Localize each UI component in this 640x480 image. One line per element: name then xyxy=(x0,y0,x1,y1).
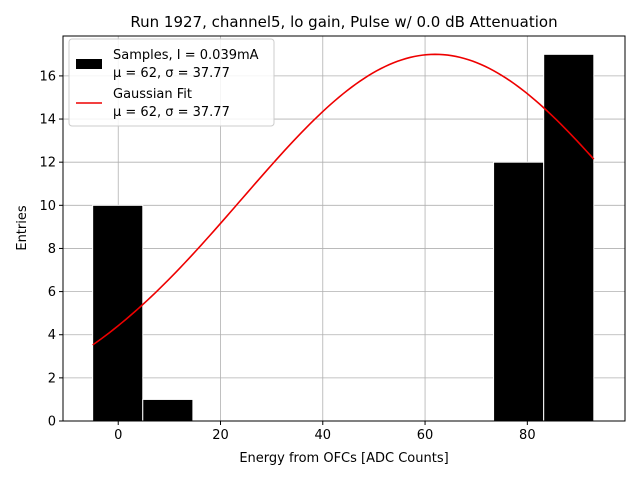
gaussian-fit xyxy=(92,53,595,346)
x-tick-label: 80 xyxy=(519,428,536,443)
legend: Samples, I = 0.039mA μ = 62, σ = 37.77 G… xyxy=(68,38,275,127)
x-tick-label: 40 xyxy=(315,428,332,443)
x-tick-label: 0 xyxy=(114,428,122,443)
y-tick-label: 8 xyxy=(48,242,56,257)
x-tick-label: 20 xyxy=(212,428,229,443)
legend-box xyxy=(68,38,275,127)
legend-label-fit: Gaussian Fit xyxy=(113,87,192,102)
y-tick-label: 0 xyxy=(48,415,56,430)
legend-stats-samples: μ = 62, σ = 37.77 xyxy=(113,66,230,81)
chart-title: Run 1927, channel5, lo gain, Pulse w/ 0.… xyxy=(130,13,557,31)
histogram-bar xyxy=(493,161,545,422)
fit-curve xyxy=(92,53,595,346)
histogram-bar xyxy=(142,398,194,422)
y-tick-label: 16 xyxy=(39,69,56,84)
legend-swatch-samples xyxy=(76,59,102,69)
y-tick-label: 6 xyxy=(48,285,56,300)
x-tick-label: 60 xyxy=(417,428,434,443)
y-tick-label: 4 xyxy=(48,328,56,343)
y-tick-label: 12 xyxy=(39,156,56,171)
histogram-bar xyxy=(92,204,144,422)
y-axis: 0 2 4 6 8 10 12 14 16 xyxy=(39,69,63,430)
plot-area xyxy=(62,35,626,422)
legend-label-samples: Samples, I = 0.039mA xyxy=(113,48,259,63)
axes-frame xyxy=(62,35,626,422)
y-tick-label: 10 xyxy=(39,199,56,214)
x-axis-label: Energy from OFCs [ADC Counts] xyxy=(239,451,448,466)
histogram-bar xyxy=(543,53,595,422)
legend-stats-fit: μ = 62, σ = 37.77 xyxy=(113,105,230,120)
y-tick-label: 14 xyxy=(39,113,56,128)
y-tick-label: 2 xyxy=(48,371,56,386)
y-axis-label: Entries xyxy=(15,205,30,251)
x-axis: 0 20 40 60 80 xyxy=(114,421,536,443)
